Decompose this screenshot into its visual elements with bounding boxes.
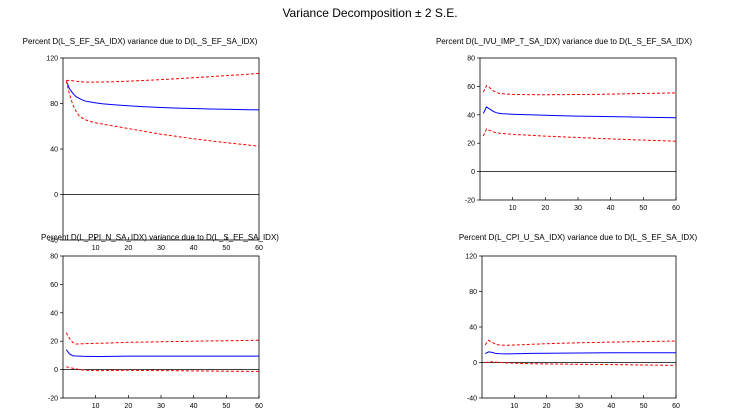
upper-band-line	[484, 339, 677, 346]
x-tick-label: 20	[543, 403, 551, 410]
x-tick-label: 20	[124, 403, 132, 410]
x-tick-label: 20	[124, 245, 132, 252]
plot-frame	[62, 255, 260, 399]
y-tick-label: 0	[54, 367, 58, 374]
y-tick-label: 120	[46, 56, 58, 63]
y-tick-label: 80	[467, 56, 475, 63]
panel-s-ef-due-to-s-ef: Percent D(L_S_EF_SA_IDX) variance due to…	[23, 37, 263, 252]
x-tick-label: 40	[607, 205, 615, 212]
panel-title: Percent D(L_CPI_U_SA_IDX) variance due t…	[459, 233, 698, 242]
figure-title: Variance Decomposition ± 2 S.E.	[282, 6, 458, 20]
y-tick-label: 80	[50, 101, 58, 108]
response-line	[482, 106, 677, 119]
x-tick-label: 50	[640, 403, 648, 410]
panel-cpi-due-to-s-ef: Percent D(L_CPI_U_SA_IDX) variance due t…	[459, 233, 698, 410]
x-tick-label: 10	[92, 403, 100, 410]
y-tick-label: 20	[50, 339, 58, 346]
response-line	[65, 349, 259, 357]
response-line	[484, 351, 676, 355]
upper-band-line	[65, 332, 260, 345]
plot-frame	[481, 255, 677, 399]
upper-band-line	[66, 72, 260, 83]
y-tick-label: -20	[48, 396, 58, 403]
y-tick-label: -20	[465, 198, 475, 205]
y-tick-label: 0	[471, 169, 475, 176]
y-tick-label: 40	[469, 325, 477, 332]
y-tick-label: 0	[473, 360, 477, 367]
lower-band-line	[485, 361, 677, 366]
x-tick-label: 50	[222, 245, 230, 252]
x-tick-label: 10	[509, 205, 517, 212]
x-tick-label: 10	[510, 403, 518, 410]
panel-ppi-due-to-s-ef: Percent D(L_PPI_N_SA_IDX) variance due t…	[41, 233, 279, 410]
y-tick-label: 60	[50, 282, 58, 289]
y-tick-label: 80	[469, 289, 477, 296]
x-tick-label: 60	[255, 403, 263, 410]
x-tick-label: 30	[157, 403, 165, 410]
x-tick-label: 60	[672, 205, 680, 212]
y-tick-label: -40	[467, 396, 477, 403]
plot-frame	[62, 57, 260, 241]
x-tick-label: 40	[190, 403, 198, 410]
y-tick-label: 0	[54, 192, 58, 199]
y-tick-label: 60	[467, 84, 475, 91]
x-tick-label: 10	[92, 245, 100, 252]
panel-title: Percent D(L_S_EF_SA_IDX) variance due to…	[23, 37, 258, 46]
x-tick-label: 30	[575, 403, 583, 410]
y-tick-label: 20	[467, 141, 475, 148]
x-tick-label: 50	[639, 205, 647, 212]
upper-band-line	[482, 84, 677, 96]
lower-band-line	[66, 366, 260, 372]
y-tick-label: 120	[465, 254, 477, 261]
x-tick-label: 40	[607, 403, 615, 410]
y-tick-label: -40	[48, 238, 58, 245]
lower-band-line	[482, 128, 677, 142]
plot-frame	[479, 57, 677, 201]
x-tick-label: 20	[541, 205, 549, 212]
y-tick-label: 80	[50, 254, 58, 261]
y-tick-label: 40	[50, 310, 58, 317]
panel-title: Percent D(L_IVU_IMP_T_SA_IDX) variance d…	[436, 37, 692, 46]
y-tick-label: 40	[50, 147, 58, 154]
x-tick-label: 30	[157, 245, 165, 252]
lower-band-line	[65, 80, 260, 147]
y-tick-label: 40	[467, 112, 475, 119]
panel-title: Percent D(L_PPI_N_SA_IDX) variance due t…	[41, 233, 279, 242]
x-tick-label: 50	[222, 403, 230, 410]
panel-ivu-imp-due-to-s-ef: Percent D(L_IVU_IMP_T_SA_IDX) variance d…	[436, 37, 692, 212]
response-line	[65, 80, 260, 111]
x-tick-label: 30	[574, 205, 582, 212]
x-tick-label: 40	[190, 245, 198, 252]
x-tick-label: 60	[672, 403, 680, 410]
x-tick-label: 60	[255, 245, 263, 252]
